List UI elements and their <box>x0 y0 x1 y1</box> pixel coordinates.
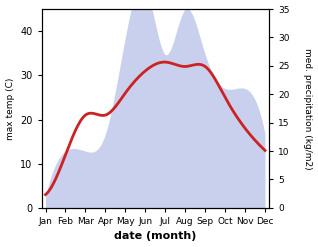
X-axis label: date (month): date (month) <box>114 231 197 242</box>
Y-axis label: max temp (C): max temp (C) <box>5 77 15 140</box>
Y-axis label: med. precipitation (kg/m2): med. precipitation (kg/m2) <box>303 48 313 169</box>
